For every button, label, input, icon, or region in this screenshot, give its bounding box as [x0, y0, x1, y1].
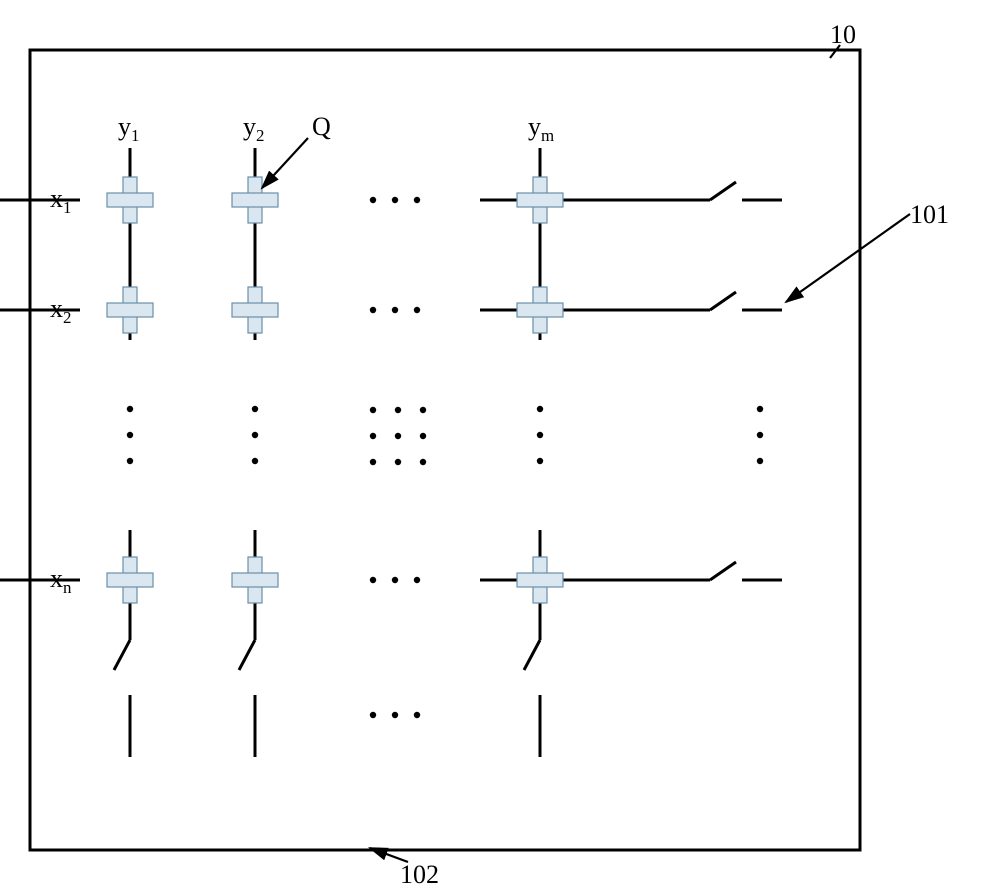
- annotation-Q: Q: [312, 112, 331, 142]
- diagram-canvas: y1y2ymx1x2xnQ10101102: [0, 0, 1000, 873]
- annotation-102: 102: [400, 860, 439, 890]
- crossbar-node-h: [232, 193, 278, 207]
- crossbar-node-h: [517, 303, 563, 317]
- crossbar-node-h: [107, 303, 153, 317]
- diagram-svg: [0, 0, 1000, 873]
- crossbar-node-h: [107, 573, 153, 587]
- row-label-0: x1: [50, 184, 71, 218]
- annotation-10: 10: [830, 20, 856, 50]
- crossbar-node-h: [107, 193, 153, 207]
- crossbar-node-h: [232, 573, 278, 587]
- row-label-1: x2: [50, 294, 71, 328]
- col-label-0: y1: [118, 112, 139, 146]
- crossbar-node-h: [232, 303, 278, 317]
- crossbar-node-h: [517, 193, 563, 207]
- row-label-2: xn: [50, 564, 71, 598]
- col-label-1: y2: [243, 112, 264, 146]
- crossbar-node-h: [517, 573, 563, 587]
- col-label-2: ym: [528, 112, 554, 146]
- border-rect: [30, 50, 860, 850]
- annotation-101: 101: [910, 200, 949, 230]
